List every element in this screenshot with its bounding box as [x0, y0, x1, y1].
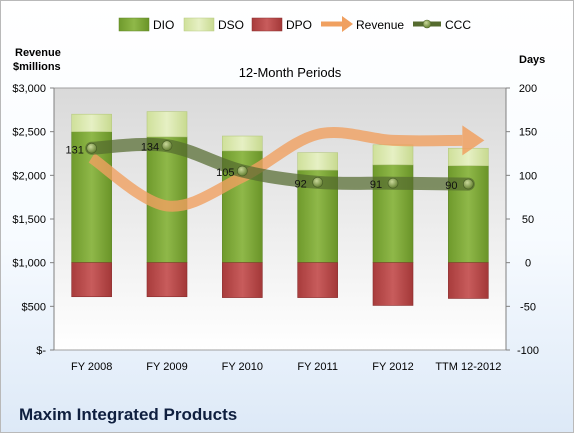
right-tick-label: -100 [517, 345, 539, 357]
plot-area [53, 87, 507, 351]
revenue-line [88, 126, 463, 212]
left-axis-title-line1: Revenue [15, 47, 61, 59]
right-tick-label: 200 [519, 83, 537, 95]
ccc-line [85, 137, 475, 191]
legend-label-dpo: DPO [286, 18, 312, 32]
dso-bar [222, 135, 263, 152]
ccc-point [161, 140, 173, 151]
revenue-layer [88, 125, 485, 212]
left-tick-label: $2,000 [12, 170, 46, 182]
legend-swatch-dpo [251, 17, 283, 32]
dso-bar [372, 144, 414, 166]
right-axis-title: Days [519, 54, 545, 66]
left-tick-label: $500 [22, 301, 46, 313]
ccc-data-label: 134 [141, 142, 159, 154]
ccc-data-label: 105 [216, 167, 234, 179]
x-tick-label: FY 2008 [71, 361, 112, 373]
dpo-bar [448, 262, 489, 299]
left-tick-label: $1,000 [12, 258, 46, 270]
left-tick-label: $- [36, 345, 46, 357]
dpo-bar [372, 262, 414, 306]
legend-label-ccc: CCC [445, 18, 471, 32]
legend-label-dio: DIO [153, 18, 174, 32]
x-tick-label: FY 2009 [146, 361, 187, 373]
dso-bar [146, 111, 188, 138]
dpo-bar [71, 262, 112, 298]
dso-bar [297, 152, 338, 171]
ccc-data-label: 131 [65, 144, 83, 156]
revenue-arrowhead [462, 125, 485, 156]
chart-title: 12-Month Periods [239, 65, 342, 80]
legend-swatch-revenue [321, 16, 353, 32]
legend-swatch-dio [118, 17, 150, 32]
ccc-point [236, 165, 248, 177]
dpo-bar [222, 262, 263, 298]
ccc-data-label: 91 [370, 179, 382, 191]
legend: DIO DSO DPO Revenue CCC [118, 16, 471, 32]
left-tick-label: $1,500 [12, 214, 46, 226]
legend-label-dso: DSO [218, 18, 244, 32]
ccc-data-label: 92 [295, 178, 307, 190]
x-tick-label: FY 2011 [297, 361, 338, 373]
axes-layer: $- $500 $1,000 $1,500 $2,000 $2,500 $3,000 -100… [12, 83, 539, 373]
ccc-point [462, 178, 474, 190]
right-tick-label: 50 [522, 214, 534, 226]
right-tick-label: 150 [519, 127, 537, 139]
x-tick-label: FY 2010 [222, 361, 263, 373]
dpo-bar [297, 262, 338, 298]
ccc-point [312, 176, 324, 188]
legend-swatch-ccc [413, 19, 441, 29]
left-tick-label: $2,500 [12, 127, 46, 139]
left-tick-label: $3,000 [12, 83, 46, 95]
right-tick-label: 0 [525, 258, 531, 270]
x-tick-label: FY 2012 [372, 361, 413, 373]
legend-label-revenue: Revenue [356, 18, 404, 32]
right-tick-label: -50 [520, 301, 536, 313]
ccc-point [387, 177, 399, 189]
company-name: Maxim Integrated Products [19, 405, 238, 424]
ccc-data-label: 90 [445, 180, 457, 192]
ccc-layer: 131 134 105 92 91 90 [65, 137, 475, 192]
right-tick-label: 100 [519, 170, 537, 182]
dpo-bar [146, 262, 188, 298]
dso-bar [71, 113, 112, 132]
left-axis-title-line2: $millions [13, 61, 61, 73]
x-tick-label: TTM 12-2012 [435, 361, 501, 373]
legend-swatch-dso [183, 17, 215, 32]
ccc-point [86, 142, 98, 154]
